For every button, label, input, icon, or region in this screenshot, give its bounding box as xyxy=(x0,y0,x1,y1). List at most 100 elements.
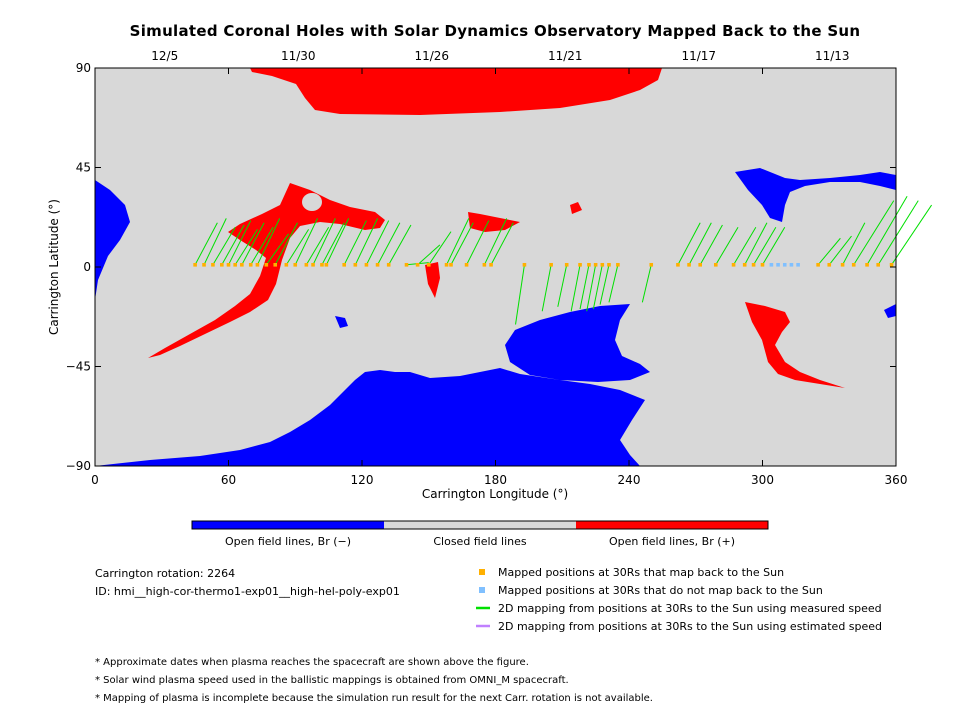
y-tick-label: 45 xyxy=(76,161,91,175)
legend-swatch xyxy=(479,569,485,575)
mapped-point xyxy=(233,262,237,267)
mapping-line xyxy=(194,222,218,266)
unmapped-point xyxy=(789,262,794,267)
blue-hole-east-limb xyxy=(884,304,896,318)
mapped-point xyxy=(193,262,197,267)
mapped-point xyxy=(522,262,527,267)
x-tick-label: 60 xyxy=(221,473,236,487)
x-tick-label: 300 xyxy=(751,473,774,487)
colorbar-label: Open field lines, Br (−) xyxy=(225,535,351,548)
mapping-line xyxy=(579,264,590,310)
mapped-point xyxy=(248,262,253,267)
mapped-point xyxy=(342,262,346,267)
unmapped-point xyxy=(782,262,787,267)
mapped-point xyxy=(386,262,391,267)
red-hole-center xyxy=(468,212,520,232)
mapping-line xyxy=(483,218,508,266)
legend-label: 2D mapping from positions at 30Rs to the… xyxy=(498,620,882,633)
mapped-points xyxy=(193,262,894,267)
mapping-line xyxy=(891,204,933,266)
mapped-point xyxy=(713,262,718,267)
x-tick-label: 120 xyxy=(351,473,374,487)
mapping-line xyxy=(343,220,367,266)
mapped-point xyxy=(226,262,231,267)
mapping-line xyxy=(877,200,919,266)
mapped-point xyxy=(220,262,224,267)
mapping-line xyxy=(256,218,281,266)
mapped-point xyxy=(255,262,260,267)
mapped-point xyxy=(549,262,553,267)
x-axis: 0 60 120 180 240 300 360 xyxy=(91,68,907,487)
mapped-point xyxy=(649,262,654,267)
mapped-point xyxy=(676,262,680,267)
x-tick-label: 240 xyxy=(618,473,641,487)
mapped-point xyxy=(415,262,420,267)
mapped-point xyxy=(489,262,493,267)
legend-label: Mapped positions at 30Rs that map back t… xyxy=(498,566,784,579)
legend-label: Mapped positions at 30Rs that do not map… xyxy=(498,584,823,597)
mapping-line xyxy=(515,264,525,325)
y-tick-label: 0 xyxy=(83,260,91,274)
mapping-line xyxy=(212,226,236,266)
top-date-label: 11/17 xyxy=(681,49,716,63)
mapping-line xyxy=(541,264,552,312)
mapping-line xyxy=(250,226,274,266)
mapped-point xyxy=(284,262,289,267)
red-hole-center-spur xyxy=(425,262,440,298)
y-tick-label: −90 xyxy=(66,459,91,473)
mapped-point xyxy=(889,262,894,267)
x-tick-label: 0 xyxy=(91,473,99,487)
mapped-point xyxy=(324,262,329,267)
mapped-point xyxy=(364,262,369,267)
x-axis-label: Carrington Longitude (°) xyxy=(422,487,568,501)
colorbar-label: Closed field lines xyxy=(433,535,527,548)
legend-swatch xyxy=(479,587,485,593)
mapped-point xyxy=(851,262,856,267)
mapped-point xyxy=(404,262,409,267)
colorbar-segment xyxy=(192,521,384,529)
mapped-point xyxy=(587,262,591,267)
mapped-point xyxy=(593,262,598,267)
mapping-line xyxy=(285,229,310,266)
mapping-line xyxy=(377,222,401,266)
carrington-rotation: Carrington rotation: 2264 xyxy=(95,567,235,580)
mapping-line xyxy=(677,222,701,266)
mapping-line xyxy=(221,224,245,266)
mapping-line xyxy=(853,200,895,266)
top-date-axis: 12/5 11/30 11/26 11/21 11/17 11/13 xyxy=(151,49,849,63)
mapped-point xyxy=(464,262,469,267)
mapped-point xyxy=(816,262,820,267)
unmapped-point xyxy=(776,262,780,267)
model-id: ID: hmi__high-cor-thermo1-exp01__high-he… xyxy=(95,585,400,598)
negative-coronal-holes xyxy=(95,168,896,466)
mapped-point xyxy=(240,262,244,267)
mapping-line xyxy=(688,222,712,266)
mapped-point xyxy=(751,262,756,267)
mapped-point xyxy=(304,262,309,267)
mapping-line xyxy=(417,244,441,266)
mapped-point xyxy=(320,262,324,267)
mapped-point xyxy=(876,262,880,267)
mapped-point xyxy=(482,262,487,267)
mapping-line xyxy=(715,226,739,266)
mapped-point xyxy=(293,262,298,267)
top-date-label: 11/21 xyxy=(548,49,583,63)
red-hole-west-gap xyxy=(302,193,322,211)
mapped-point xyxy=(564,262,569,267)
unmapped-point xyxy=(769,262,774,267)
y-tick-label: −45 xyxy=(66,360,91,374)
mapped-point xyxy=(840,262,845,267)
mapped-point xyxy=(211,262,215,267)
plot-area xyxy=(94,67,933,467)
y-tick-label: 90 xyxy=(76,61,91,75)
colorbar-frame xyxy=(191,520,769,530)
colorbar: Open field lines, Br (−) Closed field lin… xyxy=(191,520,769,548)
mapping-line xyxy=(305,226,330,266)
mapping-line xyxy=(599,264,610,305)
mapped-point xyxy=(426,262,431,267)
chart-title: Simulated Coronal Holes with Solar Dynam… xyxy=(130,22,861,40)
mapped-point xyxy=(687,262,691,267)
legend: Mapped positions at 30Rs that map back t… xyxy=(476,566,882,633)
footnote: * Mapping of plasma is incomplete becaus… xyxy=(95,693,653,704)
